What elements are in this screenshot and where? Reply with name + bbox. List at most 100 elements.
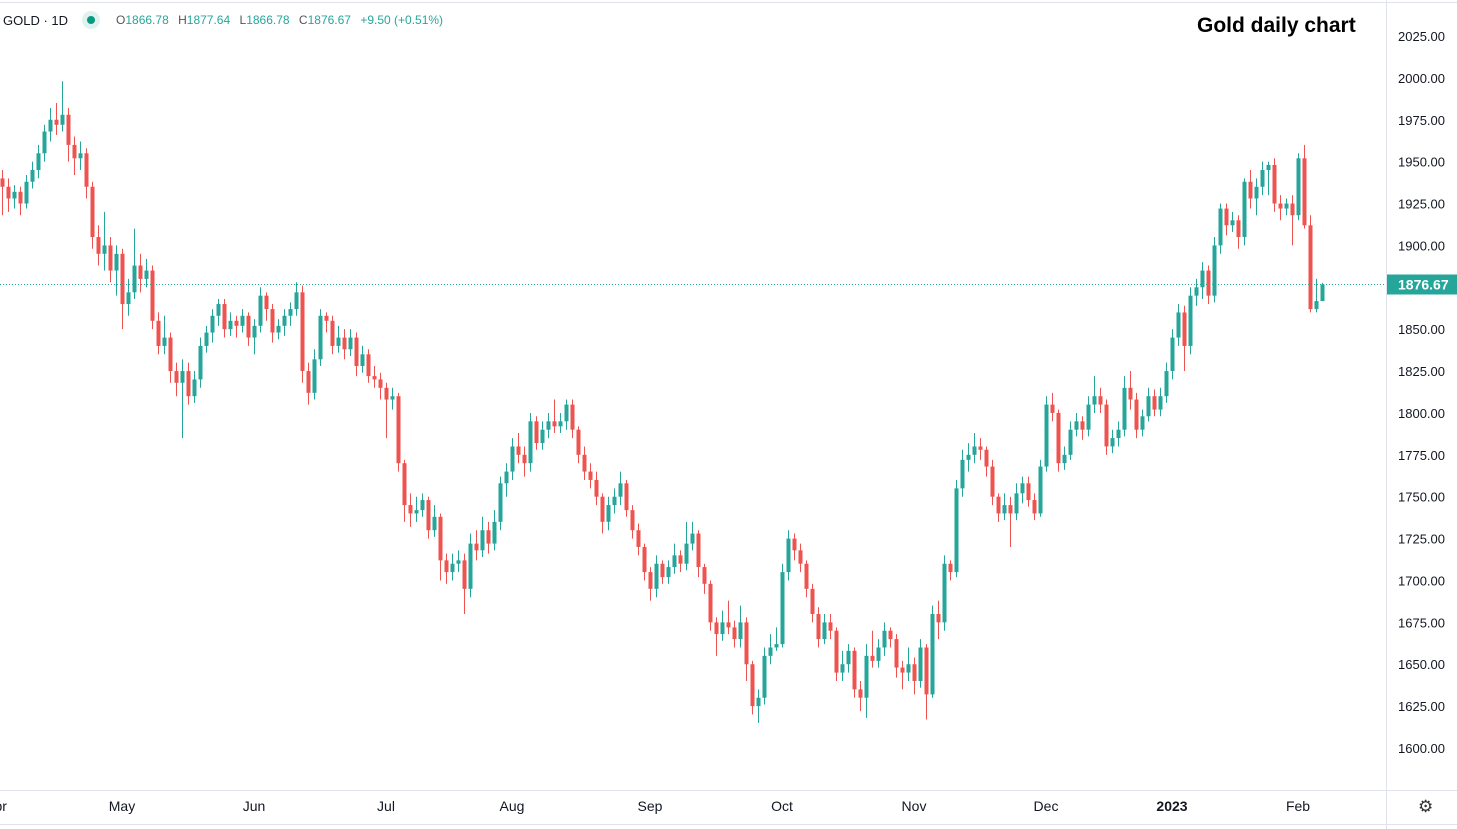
candle-up [510,446,515,472]
y-tick-label: 1625.00 [1398,699,1445,714]
candle-down [996,496,1001,514]
candle-down [168,337,173,372]
candle-down [66,114,71,145]
y-tick-label: 1600.00 [1398,741,1445,756]
candle-up [24,181,29,204]
candle-down [330,320,335,346]
candle-up [762,655,767,698]
candle-up [318,315,323,360]
candle-down [630,510,635,531]
candle-up [1296,158,1301,216]
candle-down [636,530,641,547]
candle-up [1014,493,1019,514]
candle-up [414,510,419,514]
y-tick-label: 1725.00 [1398,532,1445,547]
candle-up [468,543,473,589]
candle-up [216,304,221,316]
open-value: 1866.78 [125,13,169,27]
candle-down [408,505,413,514]
candle-down [858,689,863,698]
candle-down [1272,164,1277,204]
candle-up [420,500,425,511]
candle-up [276,325,281,333]
ohlc-values: O1866.78 H1877.64 L1866.78 C1876.67 +9.5… [116,13,443,27]
candle-up [288,309,293,316]
candle-up [942,563,947,623]
candle-down [870,655,875,661]
x-tick-label: Nov [902,798,927,814]
candle-down [72,144,77,159]
candle-down [186,371,191,397]
candle-down [108,245,113,271]
symbol-label[interactable]: GOLD · 1D [3,12,69,28]
candle-up [192,379,197,397]
candle-up [1284,203,1289,209]
candle-down [96,237,101,254]
candle-up [612,496,617,506]
candle-up [12,191,17,199]
candle-down [852,650,857,690]
candle-up [756,697,761,707]
candle-down [594,479,599,497]
chart-title: Gold daily chart [1197,14,1356,37]
candle-down [120,253,125,305]
candle-down [1182,312,1187,346]
candle-down [516,446,521,455]
candle-up [1110,438,1115,447]
candle-up [618,483,623,497]
candle-down [1128,387,1133,400]
x-tick-label: Apr [0,798,7,814]
candle-up [768,647,773,656]
candle-down [978,446,983,450]
candle-up [114,253,119,271]
candle-up [204,332,209,346]
candle-down [696,533,701,568]
high-label: H [178,13,187,27]
candle-down [1152,396,1157,410]
x-tick-label: Aug [500,798,525,814]
y-tick-label: 1675.00 [1398,615,1445,630]
candle-down [1134,399,1139,430]
y-tick-label: 1925.00 [1398,197,1445,212]
candle-down [708,583,713,623]
gear-icon[interactable]: ⚙ [1418,797,1434,816]
candle-down [396,396,401,464]
candle-up [774,644,779,648]
candle-down [306,371,311,393]
candle-down [714,622,719,635]
candle-up [1146,396,1151,417]
candle-down [90,186,95,238]
candle-up [966,454,971,460]
candle-up [672,555,677,568]
candle-up [1044,404,1049,467]
candle-down [54,119,59,125]
candle-down [948,563,953,573]
candle-down [264,295,269,310]
candle-down [6,186,11,199]
candle-down [1248,181,1253,199]
candle-down [1056,412,1061,464]
candle-down [828,622,833,631]
candle-down [798,550,803,564]
candle-up [1176,312,1181,338]
close-label: C [298,13,308,27]
candle-down [324,315,329,321]
candle-up [432,516,437,531]
candle-down [1236,220,1241,238]
candle-down [234,320,239,326]
y-tick-label: 1750.00 [1398,490,1445,505]
candle-up [36,153,41,171]
y-tick-label: 1775.00 [1398,448,1445,463]
candle-down [1026,483,1031,501]
candle-down [354,337,359,367]
candle-down [804,563,809,589]
candle-up [1086,404,1091,430]
candle-up [1260,170,1265,187]
candle-up [1218,208,1223,246]
y-tick-label: 1975.00 [1398,113,1445,128]
candle-down [1008,505,1013,514]
candle-up [1212,245,1217,296]
candle-up [840,664,845,673]
candle-down [1224,208,1229,226]
